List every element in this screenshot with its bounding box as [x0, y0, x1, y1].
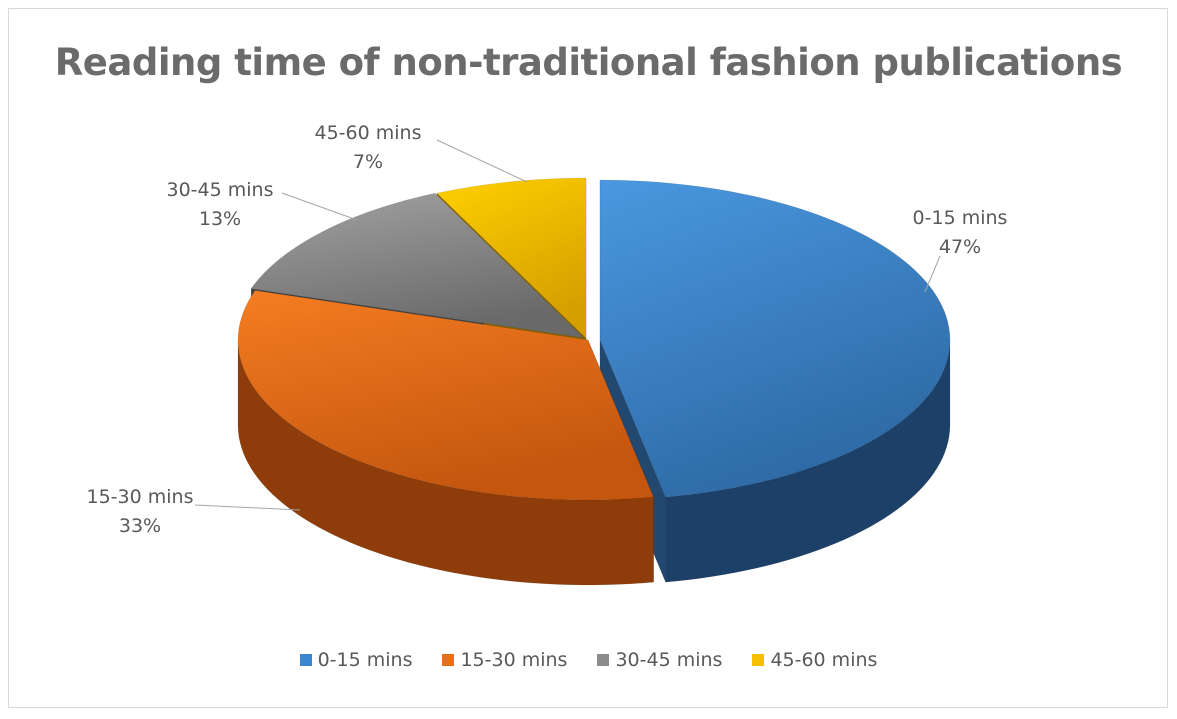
legend-swatch	[597, 654, 610, 666]
leader-line-45-60 mins	[436, 139, 528, 183]
label-value: 47%	[938, 236, 982, 258]
legend-swatch	[442, 654, 455, 666]
data-label-0-15: 0-15 mins 47%	[900, 204, 1020, 262]
label-value: 33%	[118, 515, 162, 537]
slice-45-60 mins	[436, 177, 587, 339]
data-label-15-30: 15-30 mins 33%	[80, 483, 200, 541]
chart-border	[8, 8, 1168, 708]
label-category: 30-45 mins	[166, 179, 274, 201]
chart-title: Reading time of non-traditional fashion …	[54, 41, 1123, 84]
legend-label: 0-15 mins	[317, 649, 413, 671]
leader-line-0-15 mins	[924, 255, 941, 293]
label-category: 45-60 mins	[314, 122, 422, 144]
legend-item-15-30[interactable]: 15-30 mins	[442, 649, 567, 671]
label-category: 0-15 mins	[912, 207, 1008, 229]
data-label-45-60: 45-60 mins 7%	[308, 119, 428, 177]
legend: 0-15 mins 15-30 mins 30-45 mins 45-60 mi…	[0, 649, 1177, 671]
legend-label: 15-30 mins	[460, 649, 568, 671]
legend-item-0-15[interactable]: 0-15 mins	[299, 649, 413, 671]
leader-line-15-30 mins	[194, 504, 301, 511]
legend-swatch	[752, 654, 765, 666]
slice-15-30 mins	[237, 290, 654, 501]
label-category: 15-30 mins	[86, 486, 194, 508]
label-value: 13%	[198, 208, 242, 230]
legend-label: 30-45 mins	[615, 649, 723, 671]
slice-30-45 mins	[250, 192, 585, 339]
slice-0-15 mins	[599, 179, 951, 498]
legend-item-30-45[interactable]: 30-45 mins	[597, 649, 722, 671]
data-label-30-45: 30-45 mins 13%	[160, 176, 280, 234]
legend-item-45-60[interactable]: 45-60 mins	[752, 649, 877, 671]
leader-line-30-45 mins	[281, 192, 358, 221]
legend-label: 45-60 mins	[770, 649, 878, 671]
legend-swatch	[299, 654, 312, 666]
label-value: 7%	[352, 151, 384, 173]
